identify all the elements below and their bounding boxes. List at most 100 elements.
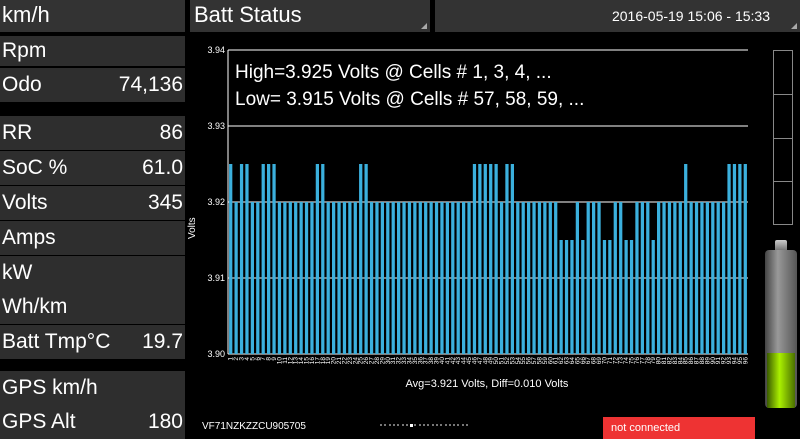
x-tick-label: 11 <box>282 357 289 364</box>
battery-icon <box>765 240 797 410</box>
y-tick-label: 3.93 <box>207 121 225 131</box>
bar-cell-79 <box>651 240 655 354</box>
right-header[interactable]: 2016-05-19 15:06 - 15:33 <box>435 0 800 32</box>
bar-cell-19 <box>326 202 330 354</box>
bar-cell-39 <box>434 202 439 354</box>
page-dot <box>461 424 464 426</box>
bar-cell-92 <box>722 202 726 354</box>
bar-cell-36 <box>418 202 422 354</box>
x-tick-label: 87 <box>694 357 701 365</box>
y-tick-label: 3.90 <box>207 349 225 359</box>
bar-cell-44 <box>462 202 466 354</box>
metric-label: SoC % <box>2 156 68 179</box>
metric-value: 86 <box>159 121 183 144</box>
x-tick-label: 30 <box>385 357 392 365</box>
bar-cell-16 <box>310 202 314 354</box>
page-dot <box>384 424 387 426</box>
x-tick-label: 45 <box>466 357 473 365</box>
x-tick-label: 20 <box>331 357 338 365</box>
metric-value: 345 <box>147 191 183 214</box>
x-tick-label: 59 <box>542 357 549 365</box>
x-tick-label: 81 <box>661 357 668 365</box>
bar-cell-50 <box>494 164 498 354</box>
bar-cell-12 <box>288 202 292 354</box>
bar-cell-66 <box>581 240 585 354</box>
bar-cell-5 <box>250 202 254 354</box>
x-tick-label: 76 <box>634 357 641 365</box>
bar-cell-95 <box>738 164 742 354</box>
x-tick-label: 65 <box>574 357 581 365</box>
bar-cell-70 <box>602 240 607 354</box>
x-tick-label: 53 <box>509 357 516 365</box>
metric-rr: RR 86 <box>0 116 185 150</box>
session-datetime: 2016-05-19 15:06 - 15:33 <box>611 8 770 24</box>
x-tick-label: 78 <box>645 357 652 365</box>
bar-cell-28 <box>375 202 379 354</box>
bar-cell-8 <box>267 164 271 354</box>
x-tick-label: 31 <box>390 357 397 365</box>
page-dot <box>466 424 468 426</box>
bar-cell-32 <box>397 202 401 354</box>
connection-status-box[interactable]: not connected <box>603 417 755 439</box>
bar-cell-9 <box>272 164 276 354</box>
x-tick-label: 49 <box>488 357 495 365</box>
metric-value: 19.7 <box>142 330 183 353</box>
x-tick-label: 13 <box>293 357 300 365</box>
bar-cell-1 <box>229 164 233 354</box>
x-tick-label: 96 <box>742 357 749 365</box>
bar-cell-62 <box>559 240 563 354</box>
x-tick-label: 62 <box>558 357 565 365</box>
metric-label: Amps <box>2 226 56 249</box>
dropdown-corner-icon <box>791 23 797 29</box>
x-tick-label: 16 <box>309 357 316 365</box>
bar-cell-65 <box>575 202 579 354</box>
center-header[interactable]: Batt Status <box>190 0 430 32</box>
bar-cell-94 <box>732 164 737 354</box>
x-tick-label: 66 <box>580 357 587 365</box>
x-tick-label: 43 <box>455 357 462 365</box>
x-tick-label: 2 <box>233 357 240 361</box>
x-tick-label: 88 <box>699 357 706 365</box>
page-dot <box>453 424 456 426</box>
x-tick-label: 1 <box>228 357 235 361</box>
bar-cell-25 <box>359 164 363 354</box>
metric-value: 74,136 <box>118 73 183 96</box>
x-tick-label: 64 <box>569 357 576 365</box>
metric-label: RR <box>2 121 33 144</box>
bar-cell-58 <box>537 202 542 354</box>
x-tick-label: 26 <box>363 357 370 365</box>
x-tick-label: 23 <box>347 357 354 365</box>
status-box-divider <box>774 181 792 182</box>
x-tick-label: 77 <box>639 357 646 365</box>
page-dot <box>457 424 460 426</box>
x-tick-label: 57 <box>531 357 538 365</box>
metric-rpm: Rpm <box>0 36 185 66</box>
bar-cell-30 <box>386 202 390 354</box>
bar-cell-83 <box>673 202 677 354</box>
metric-soc: SoC % 61.0 <box>0 151 185 185</box>
x-tick-label: 25 <box>358 357 365 365</box>
bar-cell-74 <box>624 240 628 354</box>
bar-cell-43 <box>456 202 460 354</box>
x-tick-label: 73 <box>618 357 625 365</box>
metric-label: Wh/km <box>2 295 68 318</box>
x-tick-label: 39 <box>434 357 441 365</box>
x-tick-label: 44 <box>461 357 468 365</box>
page-dot <box>405 424 408 426</box>
metric-label: Odo <box>2 73 42 96</box>
x-tick-label: 92 <box>721 357 728 365</box>
bar-cell-14 <box>299 202 303 354</box>
bar-cell-59 <box>543 202 547 354</box>
bar-cell-77 <box>640 202 644 354</box>
bar-cell-17 <box>315 164 319 354</box>
bar-cell-69 <box>597 202 601 354</box>
page-title: Batt Status <box>194 2 302 27</box>
metric-label: Volts <box>2 191 48 214</box>
bar-cell-88 <box>700 202 704 354</box>
x-tick-label: 56 <box>526 357 533 365</box>
metric-kw: kW <box>0 256 185 290</box>
bar-cell-87 <box>694 202 699 354</box>
metric-label: GPS km/h <box>2 376 98 399</box>
x-tick-label: 38 <box>428 357 435 365</box>
x-tick-label: 33 <box>401 357 408 365</box>
